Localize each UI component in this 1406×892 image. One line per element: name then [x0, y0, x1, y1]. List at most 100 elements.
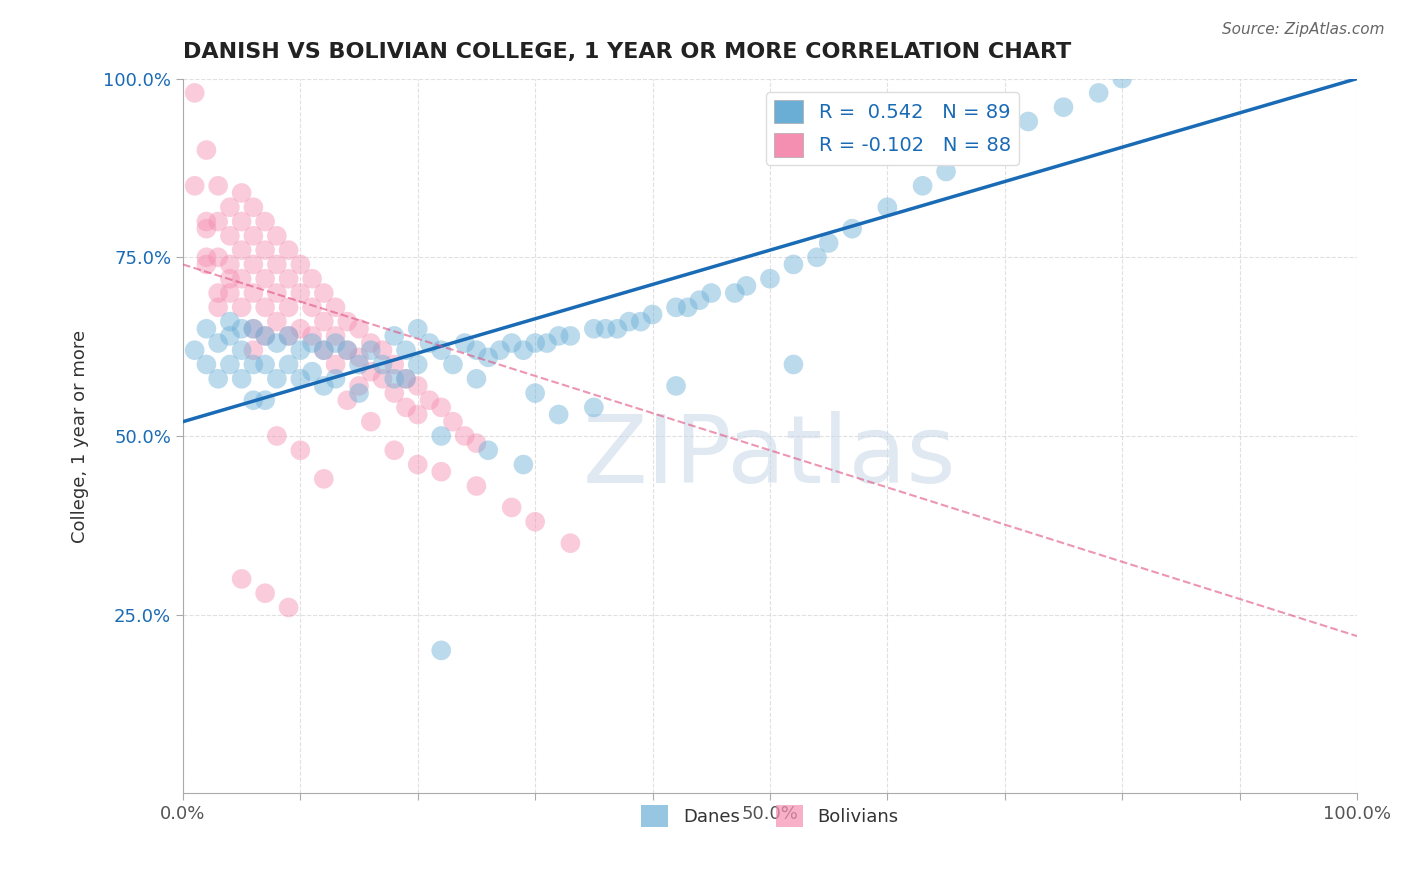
Point: [312, 343, 335, 358]
Point: [759, 271, 782, 285]
Point: [406, 358, 429, 372]
Point: [418, 393, 440, 408]
Point: [219, 358, 242, 372]
Point: [207, 336, 229, 351]
Point: [371, 372, 394, 386]
Point: [231, 214, 253, 228]
Point: [231, 372, 253, 386]
Point: [277, 600, 299, 615]
Point: [841, 221, 863, 235]
Point: [301, 301, 323, 315]
Point: [195, 322, 218, 336]
Point: [219, 200, 242, 214]
Point: [277, 329, 299, 343]
Point: [512, 343, 534, 358]
Point: [183, 178, 205, 193]
Point: [195, 250, 218, 264]
Point: [371, 343, 394, 358]
Point: [183, 86, 205, 100]
Point: [231, 343, 253, 358]
Point: [277, 243, 299, 257]
Point: [406, 322, 429, 336]
Legend: Danes, Bolivians: Danes, Bolivians: [634, 797, 905, 834]
Point: [395, 343, 418, 358]
Point: [582, 401, 605, 415]
Point: [382, 329, 405, 343]
Point: [395, 372, 418, 386]
Point: [231, 243, 253, 257]
Point: [231, 322, 253, 336]
Point: [266, 228, 288, 243]
Point: [970, 143, 993, 157]
Point: [207, 250, 229, 264]
Point: [430, 429, 453, 443]
Point: [382, 372, 405, 386]
Point: [290, 322, 312, 336]
Point: [242, 228, 264, 243]
Point: [465, 372, 488, 386]
Point: [994, 128, 1017, 143]
Point: [336, 393, 359, 408]
Point: [336, 343, 359, 358]
Point: [524, 515, 547, 529]
Point: [935, 164, 957, 178]
Point: [382, 386, 405, 401]
Point: [489, 343, 512, 358]
Point: [231, 186, 253, 200]
Point: [630, 315, 652, 329]
Point: [242, 322, 264, 336]
Point: [700, 285, 723, 300]
Point: [547, 329, 569, 343]
Point: [347, 379, 370, 393]
Point: [782, 358, 804, 372]
Point: [266, 336, 288, 351]
Point: [501, 500, 523, 515]
Point: [735, 278, 758, 293]
Point: [301, 336, 323, 351]
Point: [665, 301, 688, 315]
Point: [277, 358, 299, 372]
Point: [219, 228, 242, 243]
Point: [219, 329, 242, 343]
Point: [347, 322, 370, 336]
Point: [266, 429, 288, 443]
Point: [301, 271, 323, 285]
Point: [560, 329, 582, 343]
Point: [231, 572, 253, 586]
Point: [219, 257, 242, 271]
Point: [290, 343, 312, 358]
Point: [266, 372, 288, 386]
Point: [617, 315, 640, 329]
Point: [465, 436, 488, 450]
Point: [876, 200, 898, 214]
Point: [242, 322, 264, 336]
Point: [195, 214, 218, 228]
Point: [454, 429, 477, 443]
Point: [312, 379, 335, 393]
Point: [465, 343, 488, 358]
Point: [395, 401, 418, 415]
Point: [290, 372, 312, 386]
Point: [689, 293, 711, 308]
Point: [254, 301, 277, 315]
Point: [382, 443, 405, 458]
Point: [641, 308, 664, 322]
Point: [347, 351, 370, 365]
Point: [382, 358, 405, 372]
Point: [406, 379, 429, 393]
Point: [254, 586, 277, 600]
Point: [406, 408, 429, 422]
Point: [254, 214, 277, 228]
Point: [441, 358, 464, 372]
Point: [524, 336, 547, 351]
Point: [219, 315, 242, 329]
Point: [207, 214, 229, 228]
Point: [277, 271, 299, 285]
Point: [1052, 100, 1074, 114]
Point: [1017, 114, 1039, 128]
Point: [195, 257, 218, 271]
Point: [242, 285, 264, 300]
Point: [430, 465, 453, 479]
Point: [231, 271, 253, 285]
Point: [207, 285, 229, 300]
